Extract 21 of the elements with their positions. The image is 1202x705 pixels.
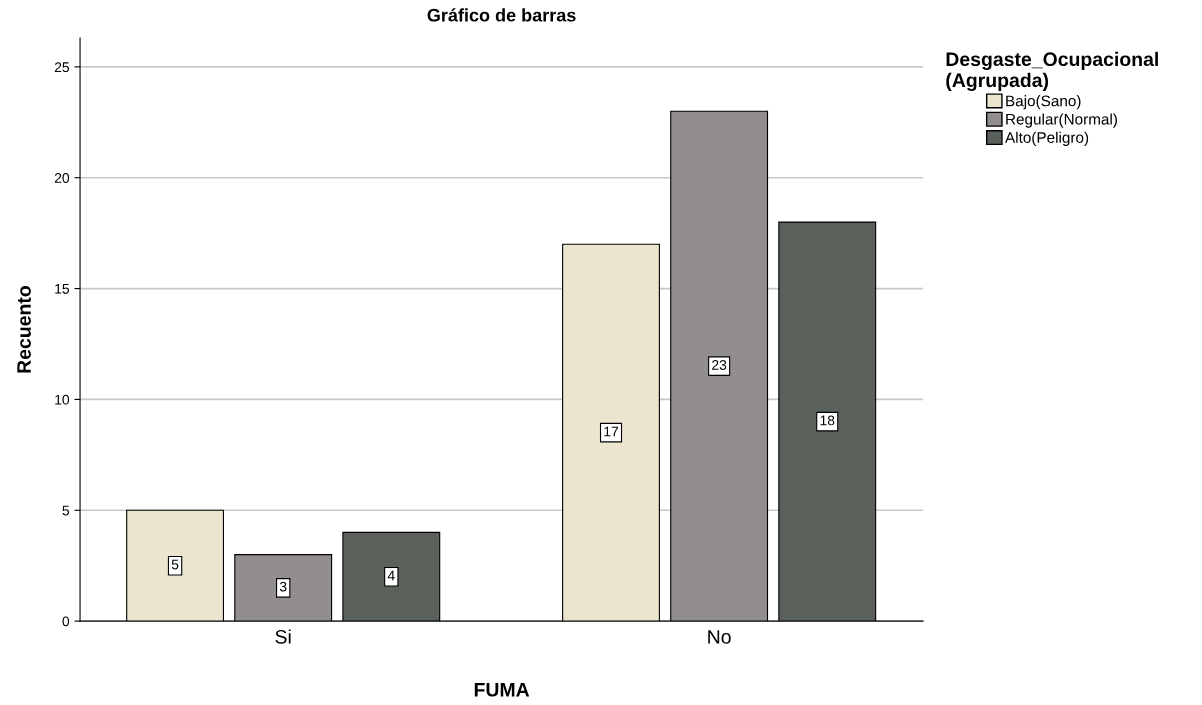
data-label: 5 — [171, 559, 179, 570]
legend-title: Desgaste_Ocupacional (Agrupada) — [946, 51, 1158, 92]
legend-label: Bajo(Sano) — [1006, 95, 1081, 110]
data-label: 3 — [279, 581, 287, 592]
data-label: 17 — [604, 426, 619, 437]
y-tick-label: 25 — [54, 62, 70, 73]
x-axis-title: FUMA — [474, 683, 530, 697]
y-tick-label: 0 — [62, 616, 70, 627]
y-tick-label: 15 — [55, 284, 70, 294]
x-tick-label: No — [708, 630, 731, 644]
data-label: 23 — [712, 360, 727, 370]
legend-label: Alto(Peligro) — [1005, 131, 1089, 146]
chart-title: Gráfico de barras — [427, 8, 576, 22]
data-label: 18 — [820, 415, 835, 426]
data-label: 4 — [387, 570, 395, 581]
x-tick-label: Si — [275, 629, 291, 644]
y-tick-label: 20 — [54, 173, 70, 183]
y-axis-title: Recuento — [17, 286, 31, 373]
y-tick-label: 5 — [62, 505, 70, 516]
y-tick-label: 10 — [55, 394, 70, 405]
legend-label: Regular(Normal) — [1006, 113, 1117, 128]
